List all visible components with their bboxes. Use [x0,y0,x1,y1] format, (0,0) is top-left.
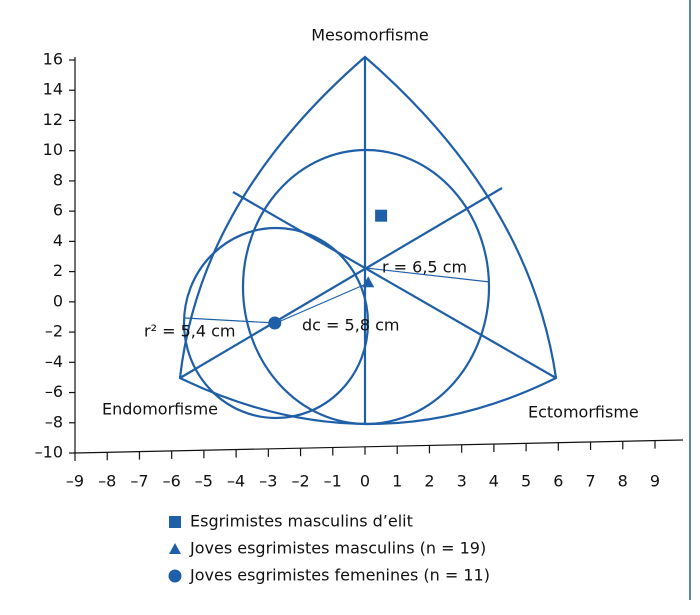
x-tick-label: 0 [360,472,370,491]
marker-circle [268,316,282,330]
y-tick-label: 4 [53,231,63,250]
x-tick-label: 2 [424,472,434,491]
x-tick-label: –4 [227,472,245,491]
y-tick-label: 12 [43,110,63,129]
annotation: Ectomorfisme [528,403,639,422]
y-tick-label: 8 [53,170,63,189]
x-tick-label: 3 [457,472,467,491]
y-tick-label: –6 [45,382,63,401]
y-tick-label: 10 [43,140,63,159]
x-tick-label: –2 [291,472,309,491]
x-tick-label: 1 [392,472,402,491]
x-tick-label: –3 [259,472,277,491]
x-tick-label: –1 [324,472,342,491]
x-tick-label: –7 [130,472,148,491]
somatochart-frame [178,55,558,426]
legend-marker [169,516,181,528]
annotation: Endomorfisme [102,400,218,419]
annotation: dc = 5,8 cm [302,316,399,335]
y-tick-label: –10 [35,443,63,462]
y-tick-label: –8 [45,412,63,431]
y-tick-label: 2 [53,261,63,280]
y-tick-label: 0 [53,291,63,310]
x-tick-label: –9 [66,472,84,491]
x-tick-label: 8 [618,472,628,491]
marker-triangle [362,276,375,288]
x-tick-label: 6 [553,472,563,491]
y-tick-label: –4 [45,352,63,371]
legend-label: Esgrimistes masculins d’elit [190,512,413,531]
y-tick-label: 6 [53,201,63,220]
annotation: r = 6,5 cm [382,258,467,277]
annotation: r² = 5,4 cm [144,322,235,341]
x-tick-label: –6 [163,472,181,491]
legend-label: Joves esgrimistes masculins (n = 19) [189,539,486,558]
x-tick-label: 4 [489,472,499,491]
x-axis [74,439,684,454]
x-tick-label: 9 [650,472,660,491]
y-tick-label: 14 [43,80,63,99]
legend-label: Joves esgrimistes femenines (n = 11) [189,566,490,585]
x-tick-label: –5 [195,472,213,491]
y-tick-label: 16 [43,50,63,69]
x-tick-label: 7 [585,472,595,491]
y-tick-label: –2 [45,322,63,341]
marker-square [375,209,388,222]
x-tick-label: –8 [98,472,116,491]
legend-marker [168,569,182,583]
x-tick-label: 5 [521,472,531,491]
annotation: Mesomorfisme [311,26,429,45]
legend-marker [169,543,181,554]
